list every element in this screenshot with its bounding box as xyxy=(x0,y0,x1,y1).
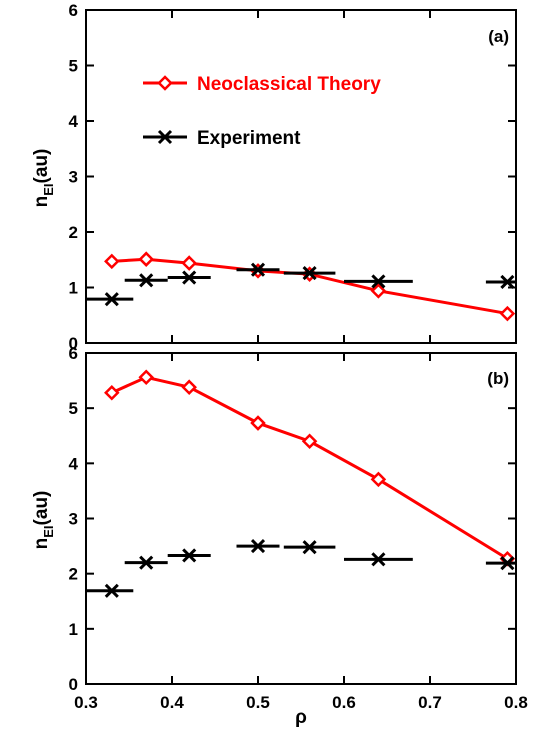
experiment-marker xyxy=(500,556,515,571)
x-tick-label: 0.5 xyxy=(246,693,270,712)
panel-a: 0 1 2 3 4 5 6 (a) Neoclassical Theory Experime… xyxy=(31,1,517,353)
theory-marker xyxy=(181,255,197,271)
theory-marker xyxy=(370,471,387,488)
y-tick-label: 5 xyxy=(69,57,78,76)
y-tick-label: 6 xyxy=(69,344,78,363)
experiment-marker xyxy=(250,539,266,554)
legend-label-experiment: Experiment xyxy=(197,128,301,149)
theory-marker xyxy=(138,251,154,267)
theory-marker xyxy=(301,433,318,450)
x-tick-label: 0.4 xyxy=(160,693,184,712)
y-tick-label: 3 xyxy=(69,168,78,187)
experiment-marker xyxy=(182,548,197,563)
theory-marker xyxy=(370,283,387,299)
theory-marker xyxy=(104,384,120,401)
y-tick-label: 4 xyxy=(69,112,79,131)
panel-b: 0 1 2 3 4 5 6 0.3 0.4 0.5 0.6 0.7 0.8 (b) nEI(au) ρ xyxy=(31,344,528,728)
experiment-marker xyxy=(302,540,317,555)
series-layer xyxy=(86,369,516,598)
x-tick-label: 0.8 xyxy=(504,693,528,712)
y-axis-title: nEI(au) xyxy=(31,149,56,208)
experiment-marker xyxy=(500,274,515,290)
y-tick-label: 3 xyxy=(69,510,78,529)
y-axis-ticks: 0 1 2 3 4 5 6 xyxy=(69,1,516,353)
x-tick-label: 0.6 xyxy=(332,693,356,712)
experiment-marker xyxy=(250,262,266,277)
legend: Neoclassical Theory Experiment xyxy=(143,74,381,149)
y-tick-label: 2 xyxy=(69,565,78,584)
experiment-marker xyxy=(139,555,154,570)
plot-frame xyxy=(85,9,517,344)
theory-marker xyxy=(250,415,266,431)
theory-marker xyxy=(138,369,154,386)
y-tick-label: 1 xyxy=(69,620,78,639)
y-tick-label: 1 xyxy=(69,279,78,298)
y-tick-label: 0 xyxy=(69,675,78,694)
y-tick-label: 0 xyxy=(69,334,78,353)
theory-marker xyxy=(499,305,516,322)
y-axis-ticks: 0 1 2 3 4 5 6 xyxy=(69,344,516,694)
experiment-marker xyxy=(371,552,386,567)
legend-label-theory: Neoclassical Theory xyxy=(197,74,381,95)
y-axis-title: nEI(au) xyxy=(31,491,56,550)
series-layer xyxy=(86,251,516,322)
experiment-marker xyxy=(104,583,119,598)
panel-label: (a) xyxy=(488,27,509,46)
experiment-marker xyxy=(104,292,119,307)
theory-marker xyxy=(181,379,197,395)
experiment-marker xyxy=(139,273,154,288)
y-tick-label: 5 xyxy=(69,399,78,418)
x-axis-ticks: 0.3 0.4 0.5 0.6 0.7 0.8 xyxy=(74,353,528,712)
experiment-marker xyxy=(371,274,386,289)
x-tick-label: 0.7 xyxy=(418,693,442,712)
y-tick-label: 6 xyxy=(69,1,78,20)
theory-marker xyxy=(104,253,120,270)
legend-marker-experiment xyxy=(157,129,173,145)
plot-frame xyxy=(85,352,517,685)
experiment-marker xyxy=(302,266,317,281)
x-tick-label: 0.3 xyxy=(74,693,98,712)
experiment-marker xyxy=(182,270,197,285)
x-axis-title: ρ xyxy=(295,707,307,728)
y-tick-label: 4 xyxy=(69,454,79,473)
theory-line xyxy=(111,375,509,561)
legend-marker-theory xyxy=(157,75,173,91)
panel-label: (b) xyxy=(487,369,509,388)
y-tick-label: 2 xyxy=(69,223,78,242)
